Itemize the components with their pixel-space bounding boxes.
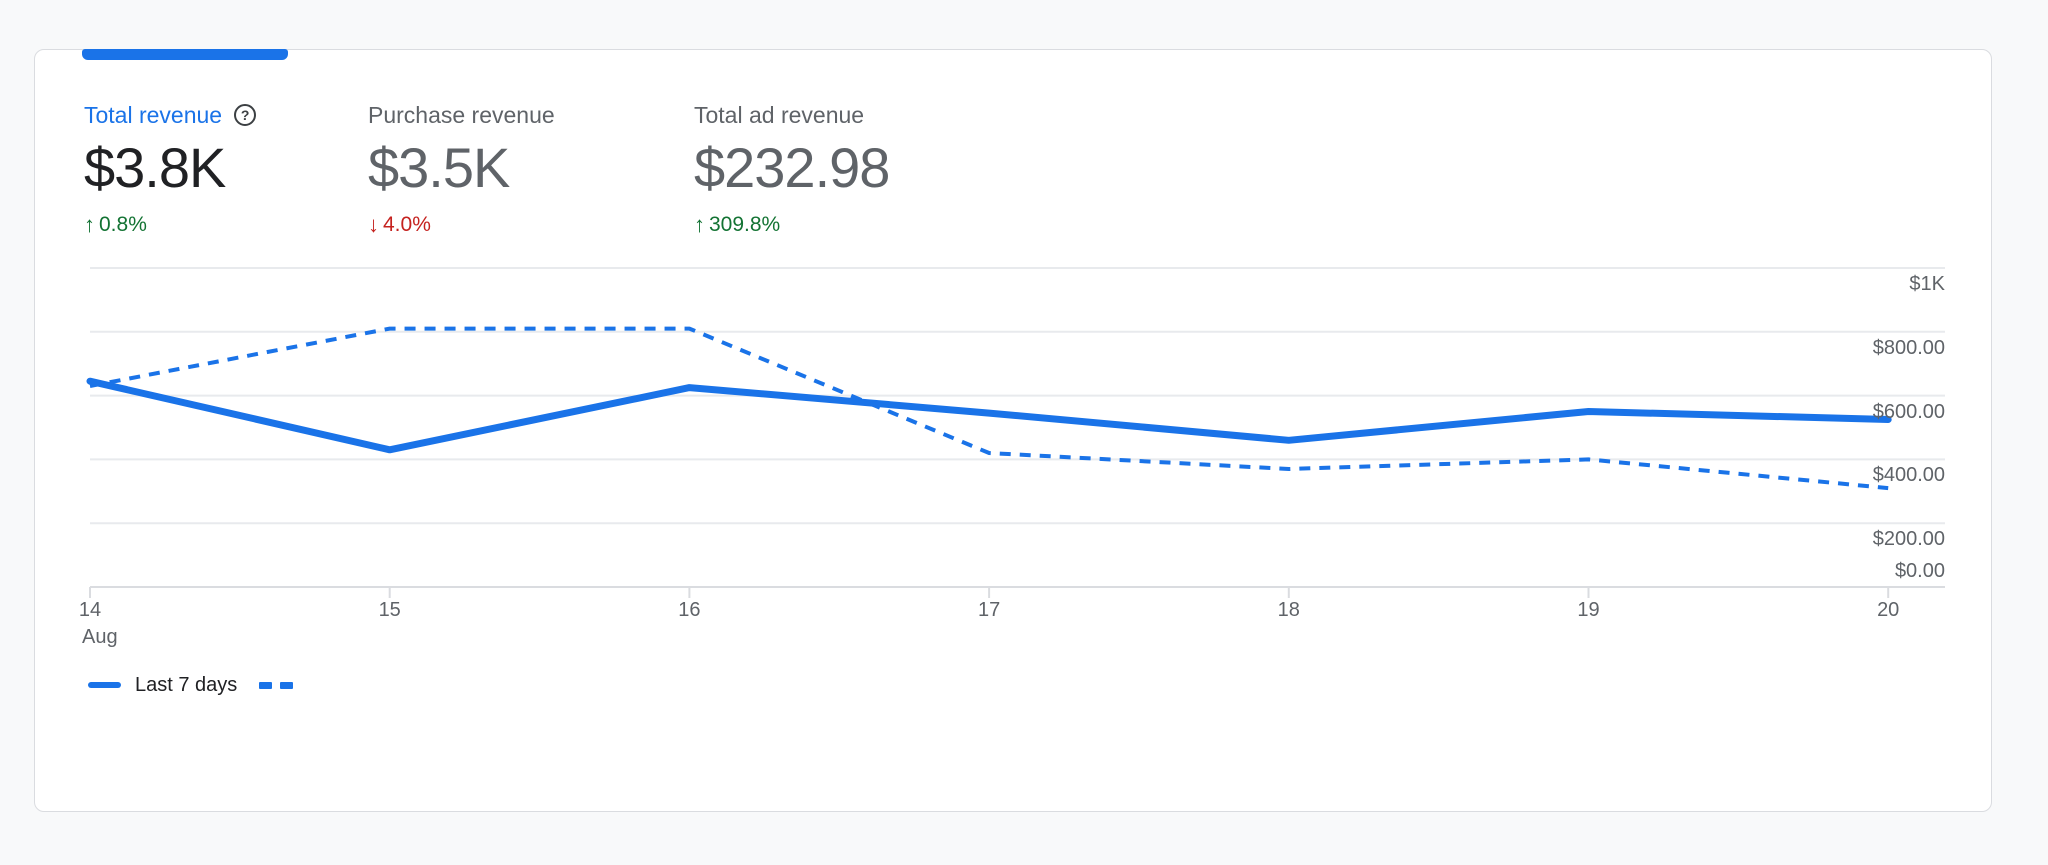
metric-value: $3.8K — [84, 136, 226, 199]
x-axis-label: 14 — [78, 599, 102, 621]
metric-delta: ↑ 309.8% — [694, 212, 889, 238]
metric-delta: ↑ 0.8% — [84, 212, 256, 238]
metric-label: Purchase revenue — [368, 101, 555, 128]
y-axis-label: $800.00 — [1872, 336, 1945, 359]
metric-label: Total revenue — [84, 101, 223, 128]
metric-total-ad-revenue[interactable]: Total ad revenue $232.98 ↑ 309.8% — [694, 100, 890, 238]
metric-delta: ↓ 4.0% — [368, 212, 555, 238]
y-axis-label: $600.00 — [1872, 400, 1945, 423]
metric-label: Total ad revenue — [694, 101, 865, 128]
metric-value: $232.98 — [694, 136, 890, 199]
legend-dashed-swatch — [259, 681, 294, 689]
y-axis-label: $1K — [1909, 273, 1945, 295]
delta-value: 4.0% — [383, 213, 431, 236]
metric-value: $3.5K — [368, 136, 510, 199]
delta-arrow-icon: ↑ — [694, 212, 705, 237]
legend-label: Last 7 days — [135, 673, 238, 696]
chart-legend: Last 7 days — [88, 672, 294, 698]
x-axis-label: 15 — [378, 599, 401, 621]
x-axis-label: 20 — [1877, 599, 1900, 621]
metric-purchase-revenue[interactable]: Purchase revenue $3.5K ↓ 4.0% — [368, 100, 555, 238]
x-axis-label: 16 — [678, 599, 701, 621]
y-axis-label: $400.00 — [1872, 464, 1945, 487]
legend-solid-swatch — [88, 682, 121, 688]
y-axis-label: $0.00 — [1894, 560, 1945, 582]
x-axis-label: 17 — [977, 599, 1001, 621]
delta-arrow-icon: ↑ — [84, 212, 95, 237]
delta-arrow-icon: ↓ — [368, 212, 379, 237]
x-axis-month-label: Aug — [82, 626, 118, 648]
delta-value: 0.8% — [99, 213, 147, 236]
delta-value: 309.8% — [709, 213, 781, 236]
active-tab-indicator — [82, 49, 288, 60]
x-axis-label: 19 — [1577, 599, 1600, 621]
y-axis-label: $200.00 — [1872, 528, 1945, 551]
metric-total-revenue[interactable]: Total revenue ? $3.8K ↑ 0.8% — [84, 100, 257, 238]
chart-plot-area[interactable] — [90, 250, 1945, 587]
x-axis-label: 18 — [1277, 599, 1300, 621]
help-icon[interactable]: ? — [234, 104, 257, 126]
